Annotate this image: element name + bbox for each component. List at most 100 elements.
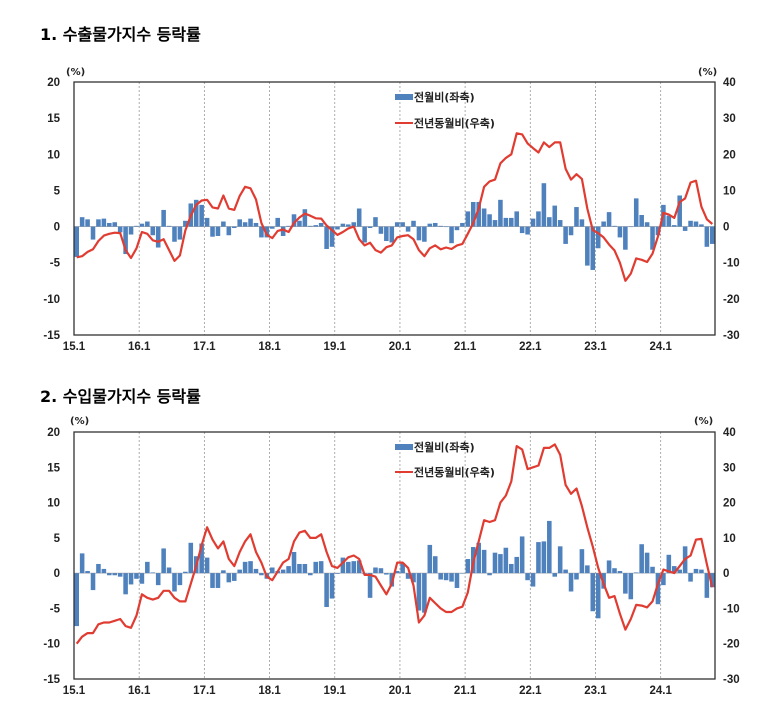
mom-bar — [356, 560, 362, 574]
mom-bar — [166, 567, 172, 574]
mom-bar — [221, 570, 226, 574]
mom-bar — [405, 226, 411, 232]
mom-bar — [362, 226, 367, 243]
left-y-tick-label: -10 — [43, 294, 60, 306]
mom-bar — [302, 563, 308, 574]
mom-bar — [269, 567, 275, 574]
mom-bar — [378, 226, 384, 234]
mom-bar — [536, 542, 541, 574]
mom-bar — [123, 573, 128, 595]
mom-bar — [172, 226, 177, 242]
mom-bar — [150, 572, 156, 574]
mom-bar — [595, 226, 601, 249]
legend-bar-swatch — [395, 94, 413, 100]
mom-bar — [530, 218, 536, 227]
mom-bar — [633, 572, 639, 574]
mom-bar — [275, 217, 280, 227]
mom-bar — [552, 205, 558, 227]
mom-bar — [215, 573, 221, 588]
mom-bar — [269, 226, 275, 229]
mom-bar — [416, 226, 422, 241]
mom-bar — [465, 211, 471, 227]
right-y-tick-label: 10 — [723, 185, 736, 197]
mom-bar — [204, 217, 210, 227]
mom-bar — [677, 195, 682, 227]
right-y-tick-label: 10 — [723, 533, 736, 545]
x-tick-label: 21.1 — [454, 685, 477, 697]
chart-1-title: 1. 수출물가지수 등락률 — [40, 25, 201, 44]
mom-bar — [96, 563, 101, 574]
mom-bar — [74, 573, 79, 627]
mom-bar — [231, 573, 237, 581]
mom-bar — [710, 573, 715, 588]
mom-bar — [639, 544, 644, 574]
mom-bar — [530, 573, 536, 587]
chart-2-legend: 전월비(좌축) 전년동월비(우축) — [395, 440, 495, 479]
mom-bar — [112, 573, 118, 576]
mom-bar — [85, 219, 90, 227]
mom-bar — [650, 566, 655, 574]
right-y-tick-label: -30 — [723, 330, 740, 342]
mom-bar — [302, 209, 308, 227]
x-tick-label: 24.1 — [649, 685, 672, 697]
mom-bar — [579, 219, 585, 227]
mom-bar — [557, 220, 563, 227]
mom-bar — [514, 211, 520, 227]
mom-bar — [498, 554, 503, 574]
mom-bar — [161, 209, 166, 227]
right-y-tick-label: 0 — [723, 222, 729, 234]
x-tick-label: 24.1 — [649, 341, 672, 353]
x-tick-label: 19.1 — [324, 685, 347, 697]
mom-bar — [90, 573, 96, 591]
mom-bar — [585, 226, 590, 266]
mom-bar — [449, 226, 454, 244]
mom-bar — [682, 226, 688, 231]
mom-bar — [704, 226, 710, 247]
left-y-tick-label: 20 — [47, 77, 60, 89]
mom-bar — [356, 208, 362, 227]
x-tick-label: 18.1 — [258, 341, 281, 353]
mom-bar — [394, 571, 400, 574]
mom-bar — [188, 542, 194, 574]
mom-bar — [177, 226, 183, 240]
mom-bar — [237, 219, 242, 227]
mom-bar — [139, 573, 145, 584]
mom-bar — [623, 573, 628, 594]
mom-bar — [155, 226, 161, 248]
mom-bar — [172, 573, 177, 592]
mom-bar — [139, 223, 145, 227]
mom-bar — [199, 204, 204, 227]
mom-bar — [481, 549, 487, 574]
chart-2-plot: 15.1 16.1 17.1 18.1 19.1 20.1 21.1 22.1 23.1 24.1… — [43, 427, 739, 697]
x-tick-label: 23.1 — [584, 685, 607, 697]
chart-1-right-unit: (%) — [698, 67, 717, 78]
x-tick-label: 20.1 — [389, 341, 412, 353]
x-tick-label: 22.1 — [519, 685, 542, 697]
mom-bar — [454, 226, 460, 231]
mom-bar — [248, 561, 253, 574]
left-y-tick-label: -15 — [43, 674, 60, 686]
mom-bar — [601, 221, 606, 227]
mom-bar — [291, 214, 297, 227]
mom-bar — [693, 568, 699, 574]
mom-bar — [552, 573, 558, 577]
plot-frame — [73, 431, 716, 680]
mom-bar — [677, 569, 682, 574]
mom-bar — [280, 569, 286, 574]
mom-bar — [128, 226, 134, 235]
left-y-tick-label: 20 — [47, 427, 60, 439]
x-tick-label: 16.1 — [128, 685, 151, 697]
mom-bar — [644, 222, 650, 227]
mom-bar — [259, 573, 264, 576]
left-y-tick-label: 5 — [54, 533, 61, 545]
right-y-tick-label: 40 — [723, 427, 736, 439]
mom-bar — [308, 573, 313, 576]
left-y-tick-label: 5 — [54, 185, 61, 197]
mom-bar — [378, 568, 384, 574]
mom-bar — [242, 561, 248, 574]
chart-2-left-unit: (%) — [70, 416, 89, 427]
mom-bar — [405, 573, 411, 579]
mom-bar — [432, 222, 438, 227]
right-y-tick-label: 20 — [723, 498, 736, 510]
mom-bar — [215, 226, 221, 236]
